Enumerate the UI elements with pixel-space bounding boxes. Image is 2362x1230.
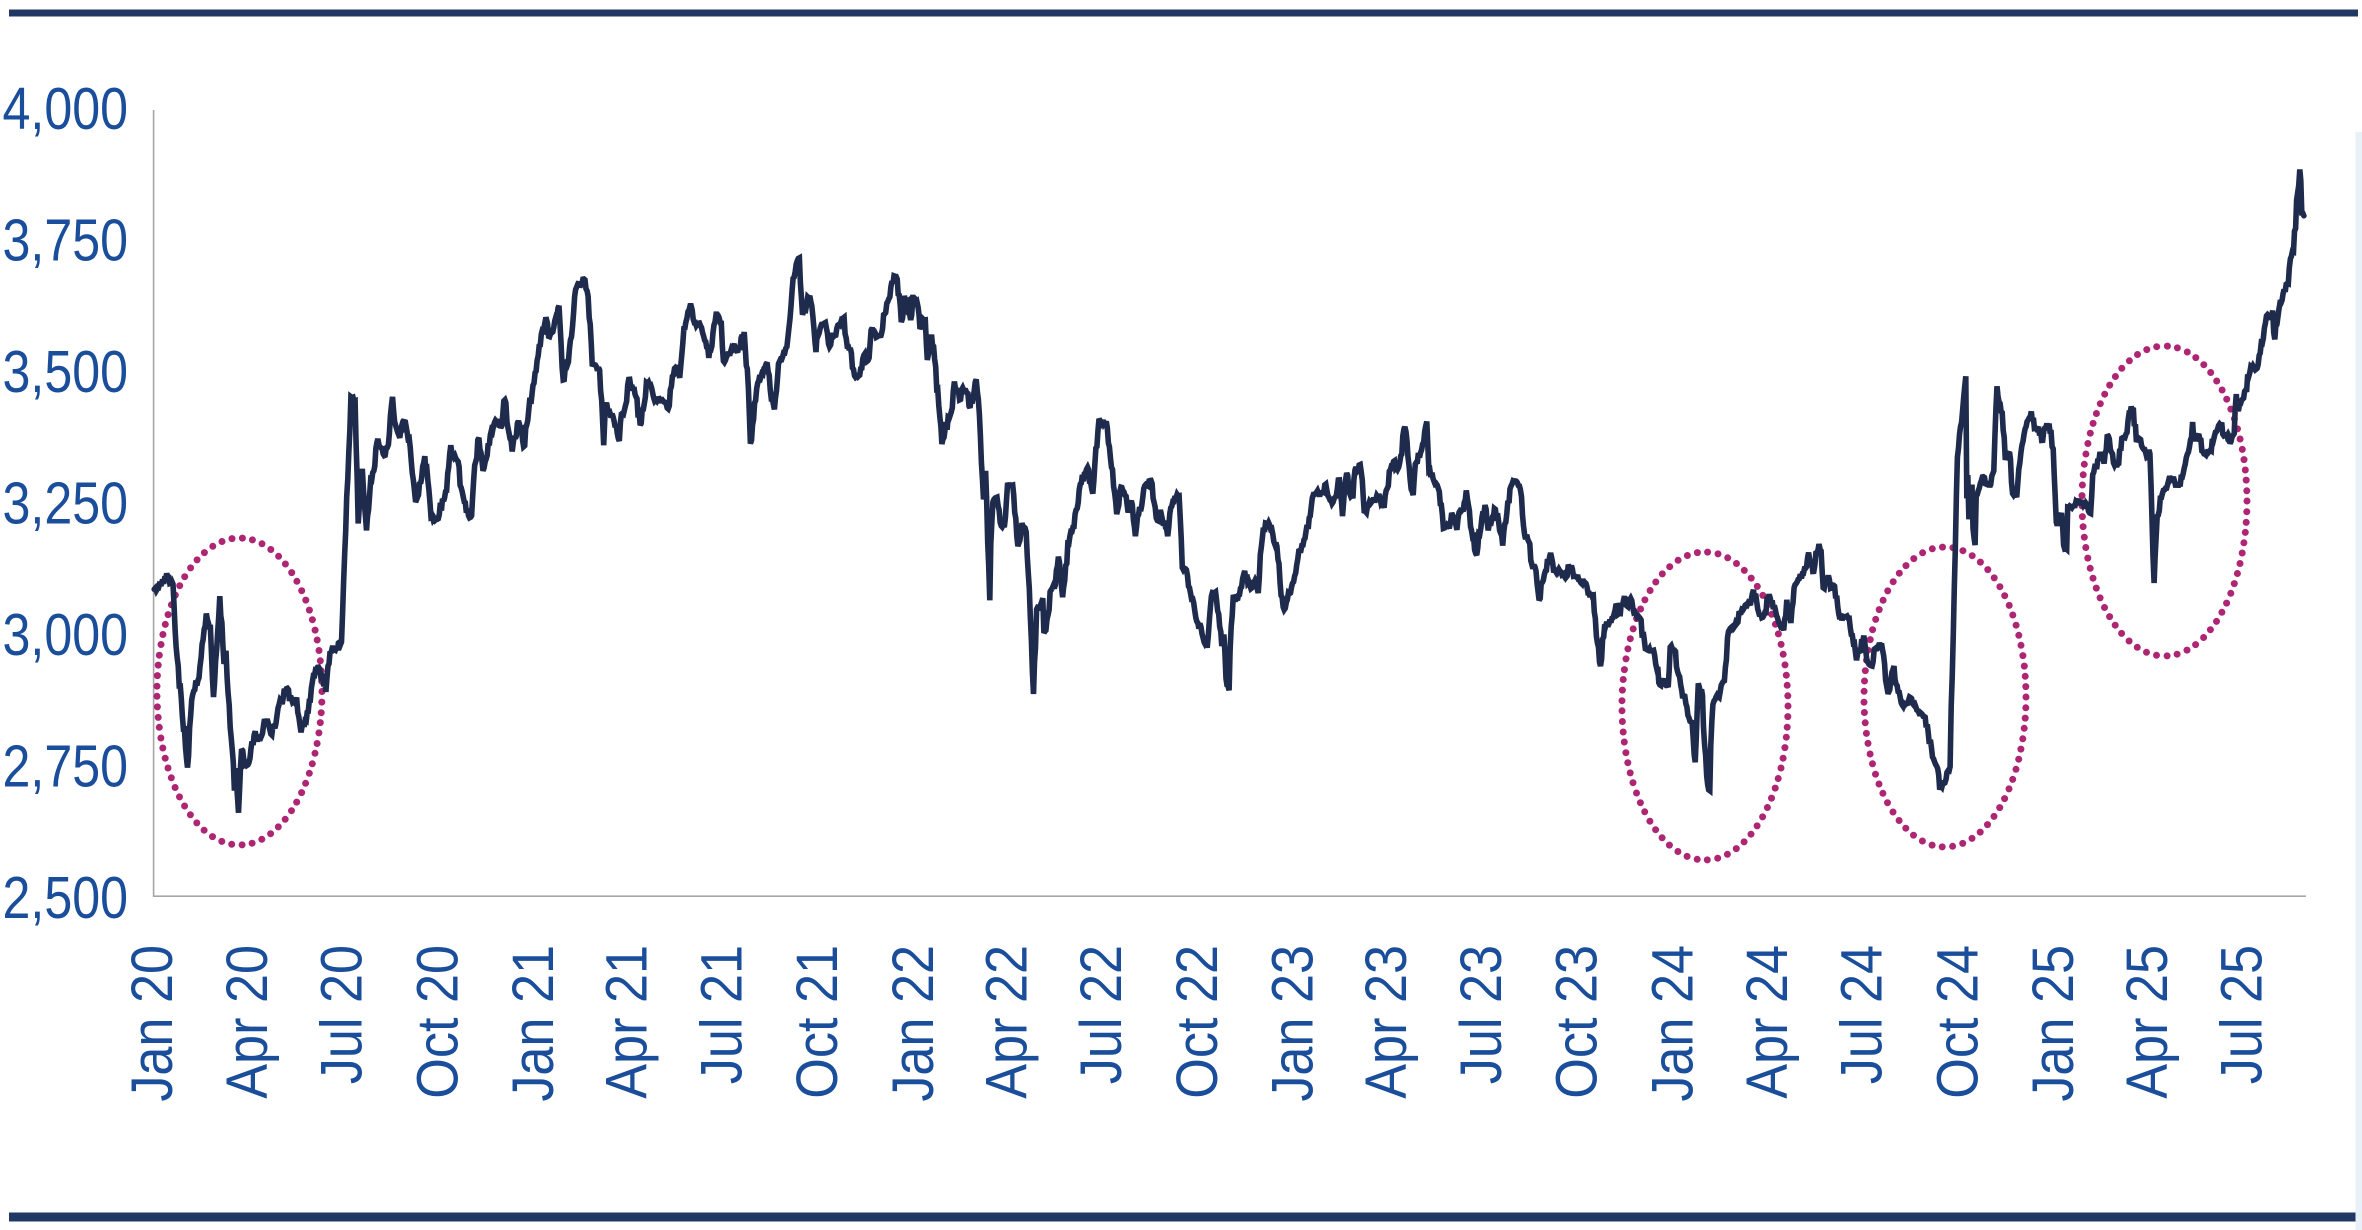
svg-text:2,500: 2,500 xyxy=(2,864,128,931)
svg-text:Oct 21: Oct 21 xyxy=(785,945,850,1099)
svg-text:Oct 22: Oct 22 xyxy=(1164,945,1229,1099)
svg-text:Apr 20: Apr 20 xyxy=(214,945,279,1099)
svg-text:Apr 22: Apr 22 xyxy=(974,945,1039,1099)
svg-text:Apr 24: Apr 24 xyxy=(1735,945,1800,1099)
svg-text:Oct 24: Oct 24 xyxy=(1925,945,1990,1099)
svg-text:2,750: 2,750 xyxy=(2,732,128,799)
svg-text:Jul 25: Jul 25 xyxy=(2209,945,2274,1084)
svg-text:Jan 20: Jan 20 xyxy=(120,945,185,1102)
svg-text:Jul 23: Jul 23 xyxy=(1448,945,1513,1084)
svg-text:4,000: 4,000 xyxy=(2,75,128,142)
svg-text:Jul 21: Jul 21 xyxy=(689,945,754,1084)
svg-text:Jul 22: Jul 22 xyxy=(1069,945,1134,1084)
svg-text:Oct 20: Oct 20 xyxy=(405,945,470,1099)
svg-text:Jan 24: Jan 24 xyxy=(1640,945,1705,1102)
svg-text:3,500: 3,500 xyxy=(2,338,128,405)
svg-text:Jan 22: Jan 22 xyxy=(880,945,945,1102)
svg-text:3,000: 3,000 xyxy=(2,601,128,668)
svg-text:Apr 23: Apr 23 xyxy=(1354,945,1419,1099)
svg-text:Jan 21: Jan 21 xyxy=(500,945,565,1102)
svg-text:Apr 21: Apr 21 xyxy=(594,945,659,1099)
svg-text:Jul 20: Jul 20 xyxy=(309,945,374,1084)
svg-text:Jan 23: Jan 23 xyxy=(1260,945,1325,1102)
svg-text:Apr 25: Apr 25 xyxy=(2114,945,2179,1099)
svg-text:Jan 25: Jan 25 xyxy=(2021,945,2086,1102)
svg-text:3,750: 3,750 xyxy=(2,206,128,273)
svg-text:Jul 24: Jul 24 xyxy=(1829,945,1894,1084)
svg-text:Oct 23: Oct 23 xyxy=(1544,945,1609,1099)
svg-text:3,250: 3,250 xyxy=(2,469,128,536)
